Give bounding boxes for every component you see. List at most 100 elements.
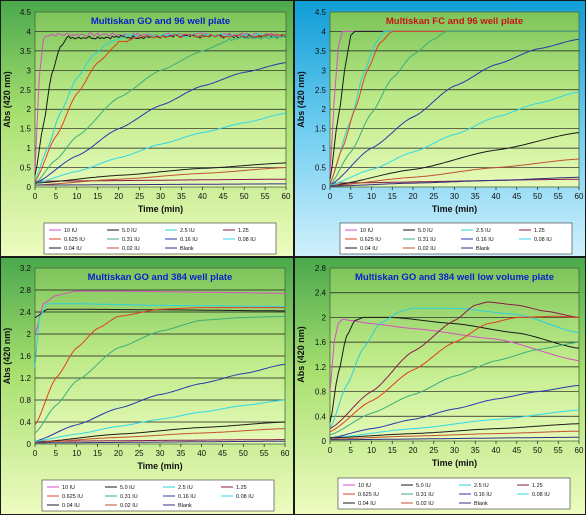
y-tick-label: 1.6: [20, 352, 32, 361]
x-tick-label: 10: [72, 192, 81, 201]
series-line-0-625-iu: [329, 315, 580, 433]
x-tick-label: 50: [240, 192, 249, 201]
y-tick-label: 2.4: [315, 289, 327, 298]
x-tick-label: 15: [93, 449, 102, 458]
legend-box: [41, 479, 275, 512]
x-tick-label: 0: [328, 446, 333, 455]
x-tick-label: 60: [575, 446, 584, 455]
x-tick-label: 45: [219, 192, 228, 201]
x-tick-label: 55: [554, 192, 563, 201]
y-tick-label: 2: [27, 330, 32, 339]
legend-label: 2.5 IU: [178, 485, 193, 491]
series-line-0-04-iu: [329, 132, 580, 187]
series-line-0-02-iu: [330, 430, 580, 440]
legend-label: 0.04 IU: [64, 246, 82, 252]
legend-box: [43, 222, 277, 255]
series-line-1-25: [329, 301, 580, 430]
legend-label: 5.0 IU: [416, 483, 431, 489]
plot-area: [329, 267, 580, 442]
legend-label: 0.625 IU: [360, 237, 381, 243]
chart-title: Multiskan GO and 96 well plate: [91, 16, 230, 27]
series-line-blank: [35, 183, 286, 186]
y-tick-label: 3.2: [20, 264, 32, 273]
x-tick-label: 5: [54, 192, 59, 201]
legend: 10 IU 5.0 IU 2.5 IU 1.25 0.625 IU 0.31 IU 0.16…: [339, 222, 573, 255]
y-tick-label: 1.6: [315, 338, 327, 347]
x-tick-label: 25: [429, 446, 438, 455]
x-tick-label: 25: [135, 449, 144, 458]
series-line-2-5-iu: [34, 303, 285, 368]
legend-label: 1.25: [236, 485, 247, 491]
series-line-0-16-iu: [329, 38, 580, 186]
legend-label: 0.16 IU: [474, 492, 492, 498]
series-line-blank: [35, 440, 285, 444]
x-tick-label: 40: [198, 192, 207, 201]
legend-label: 0.08 IU: [532, 492, 550, 498]
series-line-0-08-iu: [329, 409, 580, 439]
x-tick-label: 40: [197, 449, 206, 458]
series-line-blank: [330, 176, 579, 187]
y-tick-label: 2: [322, 313, 327, 322]
legend-label: 0.08 IU: [238, 237, 256, 243]
legend-label: 0.02 IU: [122, 246, 140, 252]
legend-label: 10 IU: [62, 485, 75, 491]
y-tick-label: 0.4: [315, 412, 327, 421]
chart-panel-2: 0 0.5 1 1.5 2 2.5 3 3.5 4 4.5 0 5 10 15 20 25 30 35 40 45 50…: [294, 0, 586, 257]
legend-label: 0.625 IU: [358, 492, 379, 498]
series-line-0-31-iu: [34, 35, 287, 184]
series-line-1-25: [35, 178, 286, 182]
legend-label: 0.08 IU: [236, 494, 254, 500]
legend-label: 0.04 IU: [358, 501, 376, 507]
x-tick-label: 60: [575, 192, 584, 201]
series-line-5-0-iu: [329, 316, 580, 423]
y-tick-label: 2.5: [20, 86, 32, 95]
chart-title: Multiskan GO and 384 well plate: [88, 272, 233, 283]
legend-label: 0.08 IU: [534, 237, 552, 243]
legend-label: 0.31 IU: [416, 492, 434, 498]
x-tick-label: 25: [135, 192, 144, 201]
legend-label: 0.31 IU: [120, 494, 138, 500]
x-tick-label: 30: [156, 449, 165, 458]
x-tick-label: 20: [409, 446, 418, 455]
chart-panel-1: 0 0.5 1 1.5 2 2.5 3 3.5 4 4.5 0 5 10 15 20 25 30 35 40 45 50…: [0, 0, 294, 257]
x-axis-label: Time (min): [432, 204, 477, 214]
series-line-0-04-iu: [329, 423, 580, 439]
y-tick-label: 1: [27, 144, 32, 153]
series-line-0-08-iu: [329, 91, 580, 186]
x-tick-label: 20: [114, 192, 123, 201]
y-tick-label: 4.5: [315, 8, 327, 17]
series-line-2-5-iu: [329, 307, 580, 429]
x-tick-label: 35: [471, 446, 480, 455]
series-line-0-16-iu: [329, 384, 580, 439]
legend-label: 0.16 IU: [476, 237, 494, 243]
x-tick-label: 55: [261, 192, 270, 201]
legend: 10 IU 5.0 IU 2.5 IU 1.25 0.625 IU 0.31 IU 0.16…: [337, 477, 571, 510]
legend-label: 1.25: [532, 483, 543, 489]
y-tick-label: 1.5: [315, 125, 327, 134]
series-line-0-04-iu: [34, 421, 286, 443]
series-line-0-08-iu: [34, 399, 286, 442]
x-tick-label: 55: [260, 449, 269, 458]
y-tick-label: 1: [322, 144, 327, 153]
x-tick-label: 5: [54, 449, 59, 458]
series-line-0-02-iu: [34, 167, 286, 186]
y-axis-label: Abs (420 nm): [2, 328, 12, 385]
x-tick-label: 10: [367, 192, 376, 201]
series-line-2-5-iu: [34, 33, 287, 180]
y-tick-label: 0: [322, 183, 327, 192]
y-tick-label: 0.5: [315, 164, 327, 173]
legend-box: [339, 222, 573, 255]
legend-label: 0.16 IU: [180, 237, 198, 243]
y-tick-label: 2: [322, 105, 327, 114]
series-line-1-25: [34, 439, 285, 442]
x-tick-label: 25: [429, 192, 438, 201]
series-line-0-31-iu: [34, 315, 285, 434]
legend-label: 10 IU: [360, 228, 373, 234]
y-tick-label: 1.2: [20, 374, 32, 383]
x-tick-label: 10: [72, 449, 81, 458]
y-axis-label: Abs (420 nm): [296, 326, 306, 383]
y-tick-label: 3: [322, 66, 327, 75]
legend-label: 0.04 IU: [360, 246, 378, 252]
x-tick-label: 50: [239, 449, 248, 458]
series-line-0-02-iu: [34, 428, 286, 443]
